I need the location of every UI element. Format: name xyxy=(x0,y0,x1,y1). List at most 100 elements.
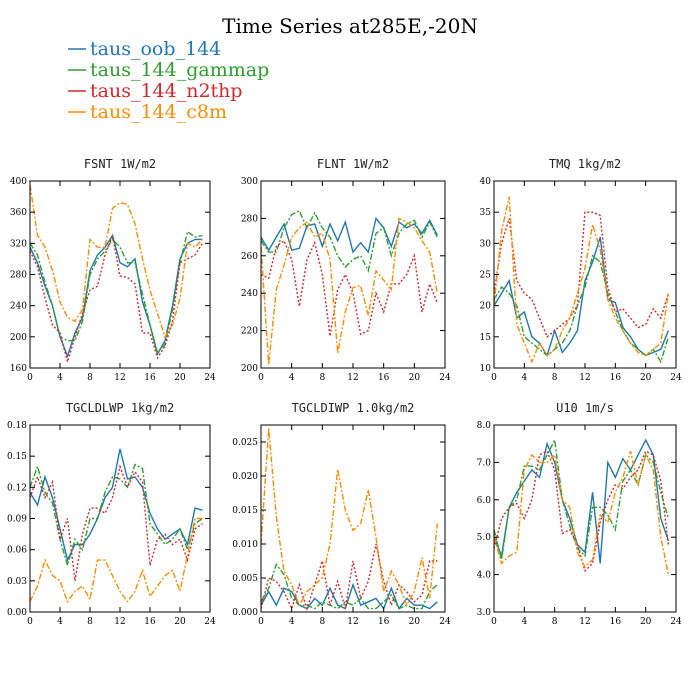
x-tick-label: 20 xyxy=(409,617,421,627)
y-tick-label: 0.00 xyxy=(7,608,27,618)
legend-label: taus_144_c8m xyxy=(90,101,227,123)
legend-label: taus_oob_144 xyxy=(90,38,221,60)
x-tick-label: 20 xyxy=(174,373,186,383)
x-tick-label: 4 xyxy=(57,373,63,383)
series-line xyxy=(30,517,203,604)
y-tick-label: 4.0 xyxy=(477,571,492,581)
series-line xyxy=(261,582,438,611)
chart-panel: FSNT 1W/m2 0 4 8 12 16 20 24 160 200 240 280 320 360 4… xyxy=(10,157,216,383)
x-tick-label: 0 xyxy=(491,373,497,383)
series-line xyxy=(494,211,670,338)
x-tick-label: 16 xyxy=(144,373,156,383)
x-tick-label: 0 xyxy=(491,617,497,627)
chart-title: FSNT 1W/m2 xyxy=(84,157,156,171)
y-tick-label: 25 xyxy=(480,271,492,281)
x-tick-label: 0 xyxy=(27,373,33,383)
series-line xyxy=(261,217,438,365)
series-line xyxy=(494,450,670,573)
x-tick-label: 16 xyxy=(378,617,390,627)
x-tick-label: 12 xyxy=(579,617,590,627)
y-tick-label: 0.005 xyxy=(232,574,258,584)
series-group xyxy=(494,437,670,575)
y-tick-label: 160 xyxy=(10,364,27,374)
x-tick-label: 20 xyxy=(640,617,652,627)
legend-label: taus_144_n2thp xyxy=(90,80,243,102)
series-line xyxy=(494,451,670,575)
x-tick-label: 24 xyxy=(439,617,451,627)
x-tick-label: 0 xyxy=(258,373,264,383)
plot-frame xyxy=(29,180,211,369)
y-tick-label: 6.0 xyxy=(477,496,492,506)
y-tick-label: 30 xyxy=(480,239,492,249)
y-tick-label: 0.025 xyxy=(232,438,258,448)
series-line xyxy=(30,463,203,568)
chart-panel: TGCLDIWP 1.0kg/m2 0 4 8 12 16 20 24 0.000 0.005 0.… xyxy=(232,401,451,627)
chart-panel: TGCLDLWP 1kg/m2 0 4 8 12 16 20 24 0.00 0.03 0.06 0.… xyxy=(7,401,216,627)
x-tick-label: 24 xyxy=(204,617,216,627)
series-line xyxy=(494,254,670,364)
x-tick-label: 4 xyxy=(521,617,527,627)
x-tick-label: 8 xyxy=(87,373,93,383)
chart-title: TGCLDIWP 1.0kg/m2 xyxy=(292,401,415,415)
series-line xyxy=(30,230,203,354)
y-tick-label: 0.12 xyxy=(7,483,27,493)
series-group xyxy=(30,184,204,365)
series-line xyxy=(494,438,670,564)
x-tick-label: 24 xyxy=(670,373,682,383)
y-tick-label: 300 xyxy=(241,177,258,187)
x-tick-label: 12 xyxy=(114,617,125,627)
y-tick-label: 0.020 xyxy=(232,472,258,482)
x-tick-label: 8 xyxy=(319,373,325,383)
y-tick-label: 320 xyxy=(10,239,27,249)
x-tick-label: 8 xyxy=(319,617,325,627)
series-line xyxy=(261,239,438,337)
y-tick-label: 3.0 xyxy=(477,608,492,618)
y-tick-label: 0.015 xyxy=(232,506,258,516)
y-tick-label: 0.010 xyxy=(232,540,258,550)
y-tick-label: 200 xyxy=(10,333,27,343)
x-tick-label: 4 xyxy=(289,373,295,383)
x-tick-label: 8 xyxy=(552,617,558,627)
chart-title: FLNT 1W/m2 xyxy=(317,157,389,171)
y-tick-label: 240 xyxy=(10,302,27,312)
series-line xyxy=(261,216,438,254)
y-tick-label: 40 xyxy=(480,177,492,187)
x-tick-label: 4 xyxy=(57,617,63,627)
x-tick-label: 16 xyxy=(610,617,622,627)
x-tick-label: 0 xyxy=(27,617,33,627)
x-tick-label: 20 xyxy=(174,617,186,627)
y-tick-label: 0.15 xyxy=(7,452,27,462)
y-tick-label: 400 xyxy=(10,177,27,187)
series-line xyxy=(261,209,438,273)
chart-title: TMQ 1kg/m2 xyxy=(549,157,621,171)
legend-entry: taus_oob_144 xyxy=(68,38,221,60)
y-tick-label: 7.0 xyxy=(477,458,492,468)
x-tick-label: 8 xyxy=(552,373,558,383)
x-tick-label: 16 xyxy=(610,373,622,383)
x-tick-label: 0 xyxy=(258,617,264,627)
x-tick-label: 24 xyxy=(439,373,451,383)
x-tick-label: 12 xyxy=(579,373,590,383)
x-tick-label: 24 xyxy=(204,373,216,383)
series-line xyxy=(494,196,670,364)
x-tick-label: 20 xyxy=(640,373,652,383)
y-tick-label: 35 xyxy=(480,208,492,218)
panels: FSNT 1W/m20 4 8 12 16 20 241602002402803203604… xyxy=(7,157,682,627)
y-tick-label: 20 xyxy=(480,302,492,312)
x-tick-label: 24 xyxy=(670,617,682,627)
y-tick-label: 0.000 xyxy=(232,608,258,618)
chart-panel: U10 1m/s 0 4 8 12 16 20 24 3.0 4.0 5.0 6.0 7.0 8.0 xyxy=(477,401,682,627)
y-tick-label: 0.18 xyxy=(7,421,27,431)
chart-title: TGCLDLWP 1kg/m2 xyxy=(66,401,174,415)
legend-label: taus_144_gammap xyxy=(90,59,269,81)
x-tick-label: 8 xyxy=(87,617,93,627)
series-group xyxy=(261,209,438,365)
y-tick-label: 280 xyxy=(10,271,27,281)
figure-title: Time Series at285E,-20N xyxy=(222,14,478,38)
series-group xyxy=(494,196,670,364)
series-line xyxy=(30,184,204,339)
x-tick-label: 12 xyxy=(347,617,358,627)
series-line xyxy=(30,448,203,563)
y-tick-label: 0.03 xyxy=(7,577,27,587)
